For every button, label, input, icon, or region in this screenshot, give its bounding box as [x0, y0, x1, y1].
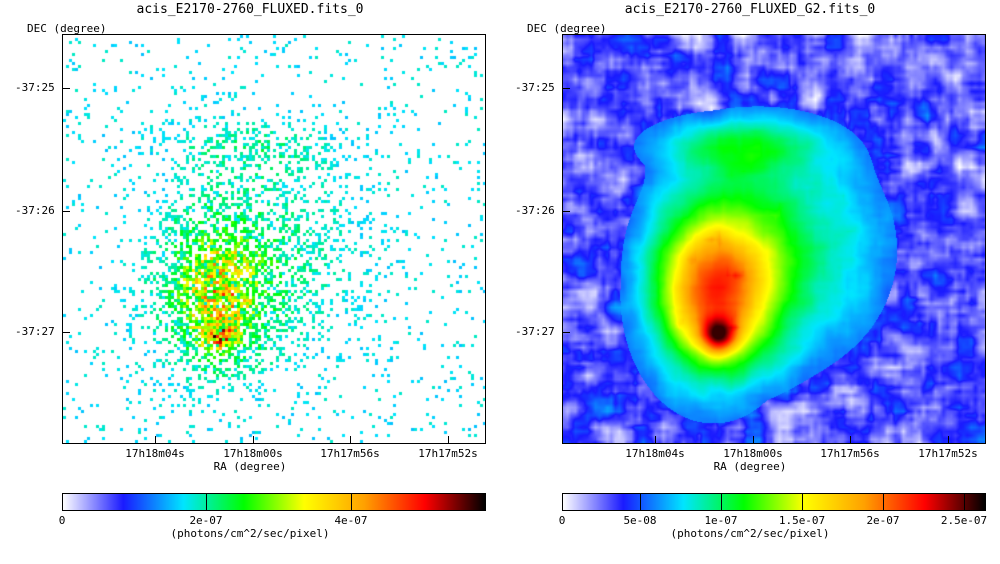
colorbar-tick-label: 2e-07 — [189, 514, 223, 527]
y-tick-mark — [62, 332, 70, 333]
x-tick-mark — [448, 436, 449, 444]
image-frame[interactable] — [62, 34, 486, 444]
x-tick-mark — [753, 436, 754, 444]
x-tick-label: 17h17m52s — [418, 447, 478, 460]
x-tick-label: 17h18m04s — [125, 447, 185, 460]
y-tick-label: -37:26 — [15, 204, 55, 217]
colorbar-tick-label: 1.5e-07 — [778, 514, 826, 527]
ra-axis-label: RA (degree) — [213, 460, 287, 473]
y-tick-mark — [62, 88, 70, 89]
left-panel: acis_E2170-2760_FLUXED.fits_0 DEC (degre… — [15, 2, 486, 540]
colorbar-tick-label: 2e-07 — [866, 514, 900, 527]
colorbar-tick-label: 1e-07 — [704, 514, 738, 527]
colorbar-tick-label: 0 — [558, 514, 566, 527]
colorbar-tick-label: 4e-07 — [334, 514, 368, 527]
colorbar-units: (photons/cm^2/sec/pixel) — [170, 527, 330, 540]
colorbar — [562, 493, 986, 511]
y-tick-mark — [562, 88, 570, 89]
colorbar-units: (photons/cm^2/sec/pixel) — [670, 527, 830, 540]
colorbar-tick-label: 5e-08 — [623, 514, 657, 527]
colorbar-tick-label: 0 — [58, 514, 66, 527]
y-tick-label: -37:27 — [515, 325, 555, 338]
colorbar-tick-mark — [883, 493, 884, 511]
x-tick-mark — [850, 436, 851, 444]
y-tick-mark — [562, 332, 570, 333]
y-tick-label: -37:26 — [515, 204, 555, 217]
colorbar-tick-mark — [206, 493, 207, 511]
colorbar-tick-mark — [802, 493, 803, 511]
x-tick-mark — [253, 436, 254, 444]
dec-axis-label: DEC (degree) — [27, 22, 107, 35]
colorbar-tick-mark — [721, 493, 722, 511]
x-tick-mark — [948, 436, 949, 444]
colorbar — [62, 493, 486, 511]
ra-axis-label: RA (degree) — [713, 460, 787, 473]
colorbar-tick-mark — [351, 493, 352, 511]
x-tick-label: 17h18m00s — [223, 447, 283, 460]
x-tick-mark — [155, 436, 156, 444]
colorbar-tick-mark — [640, 493, 641, 511]
x-tick-label: 17h18m00s — [723, 447, 783, 460]
panel-title: acis_E2170-2760_FLUXED_G2.fits_0 — [624, 2, 876, 17]
panel-title: acis_E2170-2760_FLUXED.fits_0 — [136, 2, 364, 17]
y-tick-mark — [62, 211, 70, 212]
y-tick-label: -37:25 — [515, 81, 555, 94]
smoothed-flux-image — [563, 35, 985, 443]
image-frame[interactable] — [562, 34, 986, 444]
raw-flux-image — [63, 35, 485, 443]
colorbar-tick-label: 2.5e-07 — [940, 514, 988, 527]
dec-axis-label: DEC (degree) — [527, 22, 607, 35]
x-tick-label: 17h17m56s — [820, 447, 880, 460]
right-panel: acis_E2170-2760_FLUXED_G2.fits_0 DEC (de… — [500, 0, 1000, 564]
x-tick-label: 17h17m56s — [320, 447, 380, 460]
x-tick-mark — [350, 436, 351, 444]
x-tick-mark — [655, 436, 656, 444]
x-tick-label: 17h17m52s — [918, 447, 978, 460]
colorbar-tick-mark — [964, 493, 965, 511]
y-tick-label: -37:25 — [15, 81, 55, 94]
y-tick-label: -37:27 — [15, 325, 55, 338]
x-tick-label: 17h18m04s — [625, 447, 685, 460]
y-tick-mark — [562, 211, 570, 212]
